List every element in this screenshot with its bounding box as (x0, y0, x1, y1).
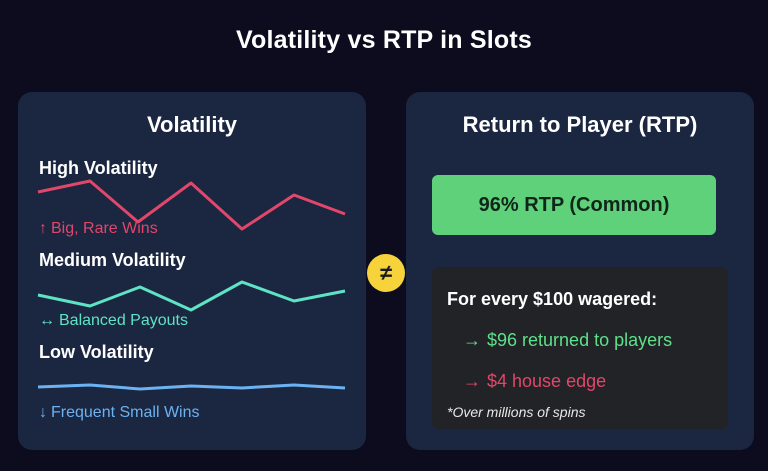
down-arrow-icon: ↓ (39, 404, 47, 421)
rtp-panel-title: Return to Player (RTP) (462, 112, 698, 137)
house-edge-text: $4 house edge (487, 371, 607, 391)
rtp-value-box: 96% RTP (Common) (432, 175, 716, 235)
right-arrow-icon: → (463, 330, 481, 350)
high-volatility-heading: High Volatility (39, 158, 158, 178)
house-edge-item: → $4 house edge (463, 371, 606, 392)
rtp-panel: Return to Player (RTP) 96% RTP (Common) … (406, 92, 754, 450)
medium-volatility-heading: Medium Volatility (39, 250, 186, 270)
low-volatility-heading: Low Volatility (39, 342, 154, 362)
high-volatility-line (37, 179, 346, 231)
explanation-heading: For every $100 wagered: (447, 289, 658, 309)
medium-volatility-desc-text: Balanced Payouts (59, 312, 188, 329)
low-volatility-line (37, 383, 346, 391)
returned-to-players-item: → $96 returned to players (463, 330, 672, 351)
left-right-arrow-icon: ↔ (39, 312, 55, 329)
high-volatility-desc: ↑ Big, Rare Wins (39, 220, 158, 238)
high-volatility-desc-text: Big, Rare Wins (51, 220, 158, 237)
volatility-panel: Volatility High Volatility ↑ Big, Rare Wi… (18, 92, 366, 450)
not-equal-icon: ≠ (367, 254, 405, 292)
medium-volatility-line (37, 280, 346, 312)
up-arrow-icon: ↑ (39, 220, 47, 237)
low-volatility-desc: ↓ Frequent Small Wins (39, 404, 200, 422)
page-title: Volatility vs RTP in Slots (235, 26, 532, 54)
rtp-explanation-box: For every $100 wagered: → $96 returned to… (432, 267, 728, 429)
medium-volatility-desc: ↔ Balanced Payouts (39, 312, 188, 330)
footnote: *Over millions of spins (447, 404, 586, 420)
volatility-panel-title: Volatility (146, 112, 238, 137)
returned-to-players-text: $96 returned to players (487, 330, 673, 350)
low-volatility-desc-text: Frequent Small Wins (51, 404, 200, 421)
right-arrow-icon: → (463, 371, 481, 391)
